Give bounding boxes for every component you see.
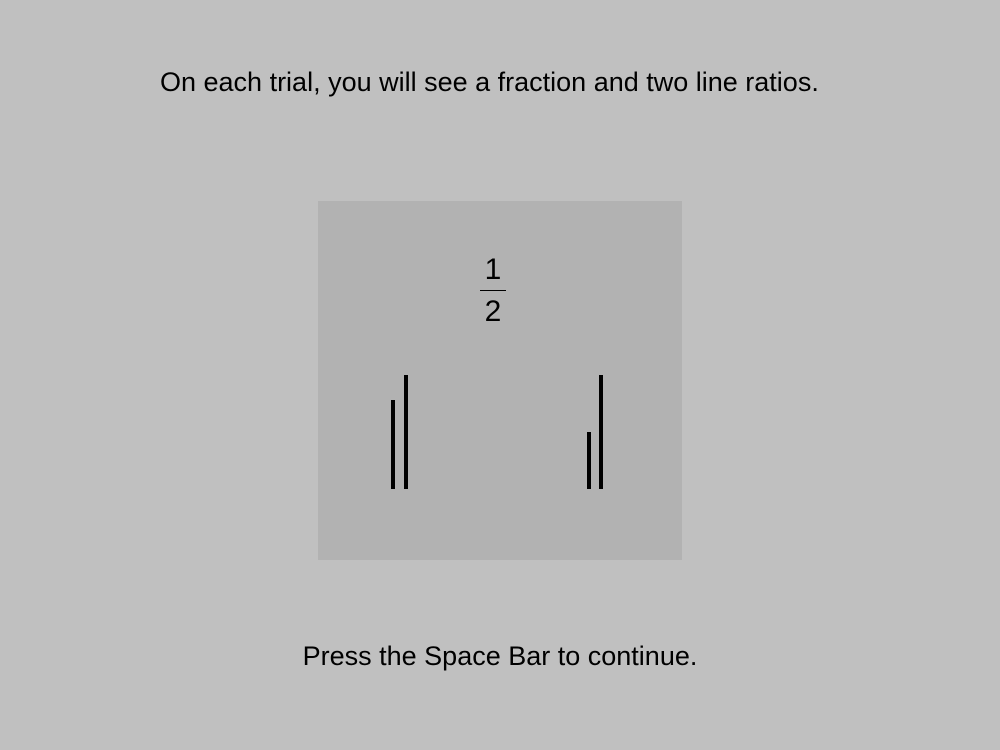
- left-ratio-long-line: [404, 375, 408, 489]
- fraction-stimulus: 1 2: [480, 253, 506, 329]
- instruction-text: On each trial, you will see a fraction a…: [160, 67, 819, 97]
- example-stimulus-panel: 1 2: [318, 201, 682, 560]
- right-ratio-long-line: [599, 375, 603, 489]
- continue-prompt: Press the Space Bar to continue.: [302, 641, 698, 671]
- left-ratio-short-line: [391, 400, 395, 489]
- fraction-numerator: 1: [484, 253, 502, 286]
- fraction-denominator: 2: [484, 295, 502, 328]
- fraction-bar: [480, 290, 506, 291]
- right-ratio-short-line: [587, 432, 591, 489]
